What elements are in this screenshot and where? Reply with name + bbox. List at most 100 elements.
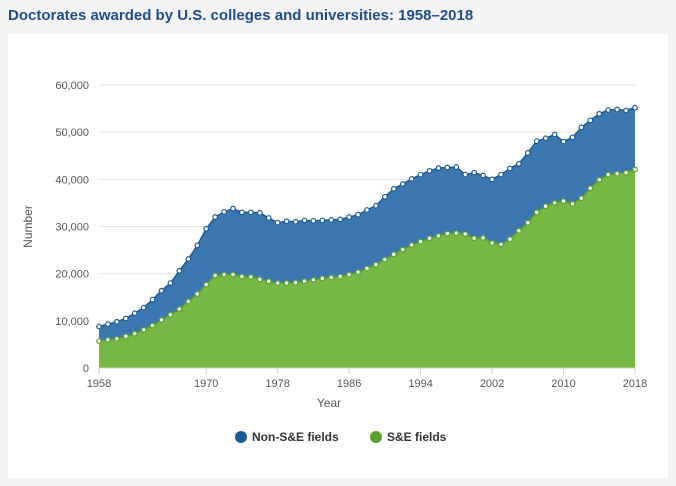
se-data-point[interactable]	[399, 246, 406, 253]
se-data-point[interactable]	[623, 169, 629, 176]
non-se-data-point[interactable]	[587, 117, 594, 124]
se-data-point[interactable]	[239, 273, 245, 280]
non-se-data-point[interactable]	[632, 104, 638, 111]
non-se-data-point[interactable]	[596, 110, 603, 117]
non-se-data-point[interactable]	[507, 165, 513, 172]
non-se-data-point[interactable]	[417, 171, 424, 178]
non-se-data-point[interactable]	[346, 214, 353, 220]
se-data-point[interactable]	[105, 336, 111, 343]
se-data-point[interactable]	[194, 291, 201, 297]
se-data-point[interactable]	[587, 185, 594, 192]
se-data-point[interactable]	[158, 316, 165, 323]
non-se-data-point[interactable]	[96, 323, 102, 330]
se-data-point[interactable]	[524, 219, 531, 226]
non-se-data-point[interactable]	[149, 296, 156, 303]
se-data-point[interactable]	[373, 261, 379, 268]
se-data-point[interactable]	[551, 200, 558, 206]
se-data-point[interactable]	[471, 235, 478, 242]
se-data-point[interactable]	[96, 338, 102, 345]
se-data-point[interactable]	[292, 279, 299, 286]
se-data-point[interactable]	[131, 330, 138, 337]
se-data-point[interactable]	[176, 306, 183, 312]
non-se-data-point[interactable]	[408, 175, 415, 182]
non-se-data-point[interactable]	[176, 267, 183, 274]
non-se-data-point[interactable]	[381, 193, 388, 200]
legend-item-label[interactable]: S&E fields	[387, 430, 447, 444]
non-se-data-point[interactable]	[390, 185, 397, 192]
se-data-point[interactable]	[328, 274, 335, 281]
se-data-point[interactable]	[453, 230, 460, 237]
non-se-data-point[interactable]	[614, 106, 621, 113]
non-se-data-point[interactable]	[256, 209, 263, 216]
se-data-point[interactable]	[417, 238, 424, 245]
se-data-point[interactable]	[274, 280, 281, 287]
se-data-point[interactable]	[167, 311, 174, 318]
non-se-data-point[interactable]	[480, 172, 487, 179]
non-se-data-point[interactable]	[444, 164, 451, 171]
se-data-point[interactable]	[489, 240, 495, 246]
se-data-point[interactable]	[247, 274, 254, 280]
non-se-data-point[interactable]	[355, 211, 361, 218]
non-se-data-point[interactable]	[578, 124, 585, 131]
non-se-data-point[interactable]	[605, 107, 612, 113]
non-se-data-point[interactable]	[542, 135, 549, 142]
se-data-point[interactable]	[426, 235, 433, 242]
se-data-point[interactable]	[569, 200, 576, 207]
non-se-data-point[interactable]	[373, 202, 379, 209]
non-se-data-point[interactable]	[364, 207, 370, 213]
non-se-data-point[interactable]	[515, 160, 522, 167]
se-data-point[interactable]	[140, 326, 147, 333]
non-se-data-point[interactable]	[453, 164, 460, 170]
non-se-data-point[interactable]	[105, 321, 111, 328]
se-data-point[interactable]	[390, 251, 397, 258]
se-data-point[interactable]	[346, 271, 353, 278]
se-data-point[interactable]	[301, 278, 308, 285]
non-se-data-point[interactable]	[239, 209, 245, 216]
se-data-point[interactable]	[515, 227, 522, 234]
legend-item-label[interactable]: Non-S&E fields	[252, 430, 339, 444]
non-se-data-point[interactable]	[551, 131, 558, 138]
se-data-point[interactable]	[542, 203, 549, 210]
non-se-data-point[interactable]	[203, 225, 210, 232]
non-se-data-point[interactable]	[471, 169, 478, 176]
non-se-data-point[interactable]	[292, 218, 299, 225]
se-data-point[interactable]	[498, 241, 504, 248]
se-data-point[interactable]	[283, 280, 290, 287]
se-data-point[interactable]	[578, 195, 585, 202]
se-data-point[interactable]	[203, 281, 210, 288]
non-se-data-point[interactable]	[337, 216, 344, 223]
se-data-point[interactable]	[221, 271, 227, 278]
non-se-data-point[interactable]	[301, 217, 308, 224]
non-se-data-point[interactable]	[158, 287, 165, 294]
non-se-data-point[interactable]	[498, 171, 504, 178]
se-data-point[interactable]	[480, 234, 487, 241]
non-se-data-point[interactable]	[569, 134, 576, 141]
non-se-data-point[interactable]	[623, 107, 629, 114]
non-se-data-point[interactable]	[131, 310, 138, 317]
se-data-point[interactable]	[256, 276, 263, 283]
se-data-point[interactable]	[212, 272, 219, 279]
se-data-point[interactable]	[632, 166, 638, 173]
se-data-point[interactable]	[149, 322, 156, 329]
se-data-point[interactable]	[596, 176, 603, 183]
non-se-data-point[interactable]	[524, 150, 531, 156]
se-data-point[interactable]	[122, 333, 129, 340]
se-data-point[interactable]	[533, 209, 540, 216]
se-data-point[interactable]	[319, 275, 326, 282]
se-data-point[interactable]	[560, 198, 567, 204]
non-se-data-point[interactable]	[221, 208, 227, 215]
se-data-point[interactable]	[408, 241, 415, 248]
se-data-point[interactable]	[364, 265, 370, 272]
se-data-point[interactable]	[507, 236, 513, 243]
non-se-data-point[interactable]	[426, 167, 433, 174]
non-se-data-point[interactable]	[247, 209, 254, 216]
non-se-data-point[interactable]	[122, 315, 129, 322]
non-se-data-point[interactable]	[399, 181, 406, 187]
se-data-point[interactable]	[113, 335, 120, 342]
non-se-data-point[interactable]	[113, 318, 120, 325]
non-se-data-point[interactable]	[283, 218, 290, 225]
non-se-data-point[interactable]	[328, 216, 335, 223]
se-data-point[interactable]	[337, 273, 344, 280]
non-se-data-point[interactable]	[194, 242, 201, 249]
se-data-point[interactable]	[462, 231, 469, 237]
